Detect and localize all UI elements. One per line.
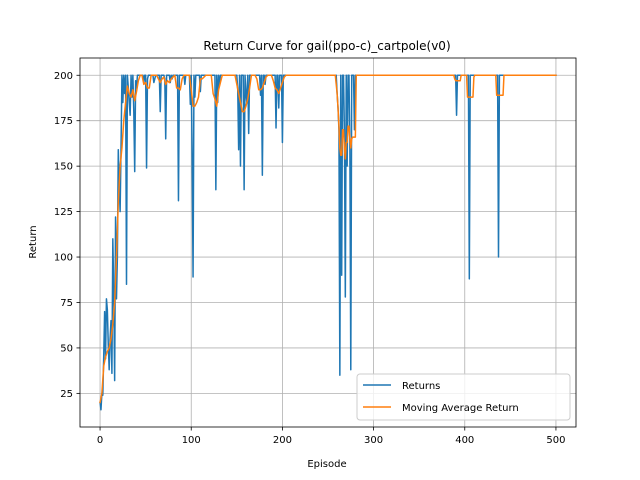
legend-label-moving-average: Moving Average Return [402,403,519,414]
chart-title: Return Curve for gail(ppo-c)_cartpole(v0… [203,39,450,53]
y-axis: 25 50 75 100 125 150 175 200 [54,71,80,400]
x-tick-label: 100 [182,435,201,446]
legend: Returns Moving Average Return [356,373,571,421]
legend-label-returns: Returns [402,381,440,392]
y-tick-label: 50 [60,343,73,354]
series-line-moving-average-return [99,74,557,404]
y-tick-label: 100 [54,253,73,264]
y-tick-label: 25 [60,389,73,400]
plot-frame [79,57,577,428]
y-tick-label: 125 [54,207,73,218]
x-axis: 0 100 200 300 400 500 [97,427,565,446]
y-axis-label: Return [28,225,39,258]
x-axis-label: Episode [307,459,346,470]
y-tick-label: 200 [54,71,73,82]
x-tick-label: 300 [364,435,383,446]
x-tick-label: 200 [273,435,292,446]
plot-area [80,58,576,427]
x-tick-label: 500 [546,435,565,446]
x-tick-label: 0 [97,435,103,446]
y-tick-label: 175 [54,116,73,127]
x-tick-label: 400 [455,435,474,446]
legend-box [356,373,571,421]
y-tick-label: 75 [60,298,73,309]
series-layer [99,74,557,411]
y-tick-label: 150 [54,162,73,173]
